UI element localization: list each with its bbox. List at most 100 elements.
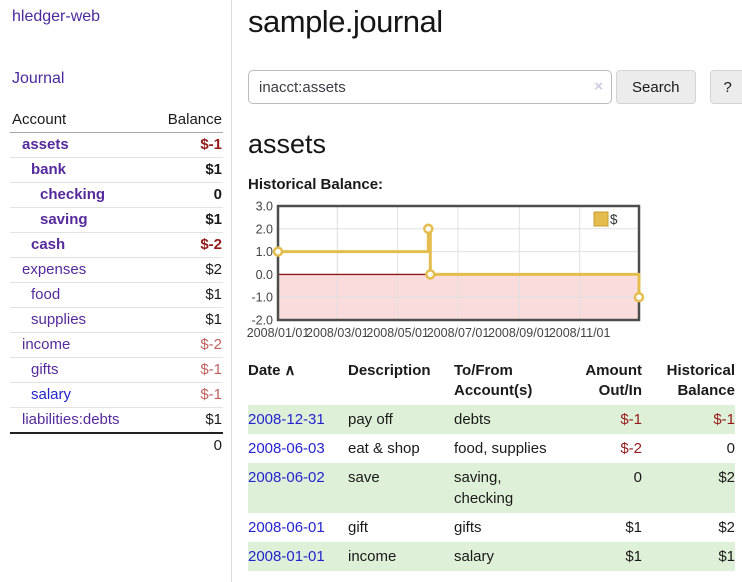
transaction-description-cell: save — [348, 469, 380, 486]
account-balance: 0 — [149, 182, 223, 208]
svg-text:1.0: 1.0 — [256, 245, 273, 259]
transaction-amount-cell: $1 — [625, 519, 642, 536]
accounts-table: Account Balance assets $-1 bank $1 checking 0… — [10, 108, 223, 458]
svg-text:-1.0: -1.0 — [251, 291, 273, 305]
transactions-table: Date ∧ Description To/From Account(s) Amo… — [248, 359, 735, 571]
transaction-description-cell: income — [348, 548, 397, 565]
svg-text:2008/01/01: 2008/01/01 — [247, 326, 310, 340]
historical-balance-chart[interactable]: $3.0 2.0 1.0 0.0 -1.0 -2.0 2008/01/01 2008/03/0… — [247, 200, 742, 343]
account-balance: $-2 — [149, 332, 223, 358]
transaction-date-cell: 2008-06-02 — [248, 463, 348, 513]
search-input[interactable] — [248, 70, 612, 104]
search-bar: × Search ? — [248, 70, 742, 104]
account-balance: $1 — [149, 157, 223, 183]
svg-text:2.0: 2.0 — [256, 222, 273, 236]
account-link[interactable]: checking — [40, 186, 106, 203]
transaction-row[interactable]: 2008-06-02 save saving, checking 0 $2 — [248, 463, 735, 513]
svg-text:-2.0: -2.0 — [251, 314, 273, 328]
svg-text:$: $ — [610, 212, 618, 227]
clear-search-icon[interactable]: × — [594, 78, 603, 95]
sidebar-item-journal[interactable]: Journal — [12, 70, 65, 87]
column-header-accounts: To/From Account(s) — [454, 362, 533, 399]
column-header-date[interactable]: Date ∧ — [248, 362, 296, 379]
svg-text:3.0: 3.0 — [256, 200, 273, 214]
account-link[interactable]: supplies — [31, 311, 87, 328]
account-link[interactable]: bank — [31, 161, 67, 178]
transaction-balance-cell: $2 — [718, 519, 735, 536]
transaction-row[interactable]: 2008-06-03 eat & shop food, supplies $-2 0 — [248, 434, 735, 463]
transaction-row[interactable]: 2008-01-01 income salary $1 $1 — [248, 542, 735, 571]
svg-text:2008/09/01: 2008/09/01 — [488, 326, 551, 340]
transaction-accounts-cell: salary — [454, 548, 495, 565]
transaction-balance-cell: $1 — [718, 548, 735, 565]
sort-ascending-icon: ∧ — [284, 362, 296, 379]
transaction-accounts-cell: gifts — [454, 519, 482, 536]
account-link[interactable]: assets — [22, 136, 69, 153]
account-link[interactable]: expenses — [22, 261, 87, 278]
account-balance: $-1 — [149, 357, 223, 383]
account-row: liabilities:debts $1 — [10, 407, 223, 433]
transaction-date-link[interactable]: 2008-01-01 — [248, 548, 325, 565]
account-balance: $-1 — [200, 136, 222, 153]
account-link[interactable]: income — [22, 336, 71, 353]
transaction-date-cell: 2008-06-01 — [248, 513, 348, 542]
account-row: cash $-2 — [10, 232, 223, 258]
accounts-header-row: Account Balance — [10, 108, 223, 133]
transaction-date-link[interactable]: 2008-06-01 — [248, 519, 325, 536]
transaction-date-link[interactable]: 2008-06-03 — [248, 440, 325, 457]
svg-text:2008/07/01: 2008/07/01 — [427, 326, 490, 340]
accounts-total-row: 0 — [10, 432, 223, 458]
page-title: sample.journal — [248, 4, 443, 39]
sidebar: hledger-web Journal Account Balance asse… — [0, 0, 232, 582]
transaction-balance-cell: $-1 — [713, 411, 735, 428]
help-button[interactable]: ? — [709, 70, 742, 104]
transaction-date-cell: 2008-06-03 — [248, 434, 348, 463]
accounts-header-balance: Balance — [149, 108, 223, 133]
transaction-balance-cell: 0 — [726, 440, 735, 457]
search-button[interactable]: Search — [616, 70, 696, 104]
column-header-description: Description — [348, 362, 431, 379]
search-input-wrap: × — [248, 70, 612, 104]
account-row: supplies $1 — [10, 307, 223, 333]
svg-text:2008/03/01: 2008/03/01 — [306, 326, 369, 340]
svg-text:2008/11/01: 2008/11/01 — [549, 326, 611, 340]
account-row: checking 0 — [10, 182, 223, 208]
account-row: income $-2 — [10, 332, 223, 358]
transaction-balance-cell: $2 — [718, 469, 735, 486]
account-link[interactable]: liabilities:debts — [22, 411, 120, 428]
account-row: salary $-1 — [10, 382, 223, 408]
transaction-date-cell: 2008-01-01 — [248, 542, 348, 571]
account-heading: assets — [248, 129, 327, 159]
account-link[interactable]: salary — [31, 386, 72, 403]
transaction-accounts-cell: food, supplies — [454, 440, 547, 457]
transaction-date-cell: 2008-12-31 — [248, 405, 348, 434]
transactions-header-row: Date ∧ Description To/From Account(s) Amo… — [248, 359, 735, 405]
account-row: bank $1 — [10, 157, 223, 183]
account-row: assets $-1 — [10, 133, 223, 158]
column-header-balance: Historical Balance — [666, 362, 735, 399]
svg-text:0.0: 0.0 — [256, 268, 273, 282]
transaction-amount-cell: $-2 — [620, 440, 642, 457]
account-balance: $1 — [149, 307, 223, 333]
transaction-date-link[interactable]: 2008-12-31 — [248, 411, 325, 428]
account-balance: $2 — [149, 257, 223, 283]
account-link[interactable]: gifts — [31, 361, 59, 378]
account-balance: $-1 — [149, 382, 223, 408]
accounts-table-body: assets $-1 bank $1 checking 0 saving $1 cash $-2 e… — [10, 133, 223, 433]
transaction-date-link[interactable]: 2008-06-02 — [248, 469, 325, 486]
transaction-amount-cell: $-1 — [620, 411, 642, 428]
account-row: food $1 — [10, 282, 223, 308]
balance-chart-svg[interactable]: $3.0 2.0 1.0 0.0 -1.0 -2.02008/01/012008/03/0… — [247, 200, 708, 343]
transaction-amount-cell: $1 — [625, 548, 642, 565]
account-balance: $1 — [149, 407, 223, 433]
transaction-description-cell: gift — [348, 519, 369, 536]
transaction-row[interactable]: 2008-06-01 gift gifts $1 $2 — [248, 513, 735, 542]
account-link[interactable]: saving — [40, 211, 88, 228]
column-header-amount: Amount Out/In — [585, 362, 642, 399]
transaction-row[interactable]: 2008-12-31 pay off debts $-1 $-1 — [248, 405, 735, 434]
account-link[interactable]: food — [31, 286, 61, 303]
brand-link[interactable]: hledger-web — [12, 8, 101, 25]
account-link[interactable]: cash — [31, 236, 66, 253]
main-content: sample.journal × Search ? assets Histori… — [232, 0, 742, 582]
